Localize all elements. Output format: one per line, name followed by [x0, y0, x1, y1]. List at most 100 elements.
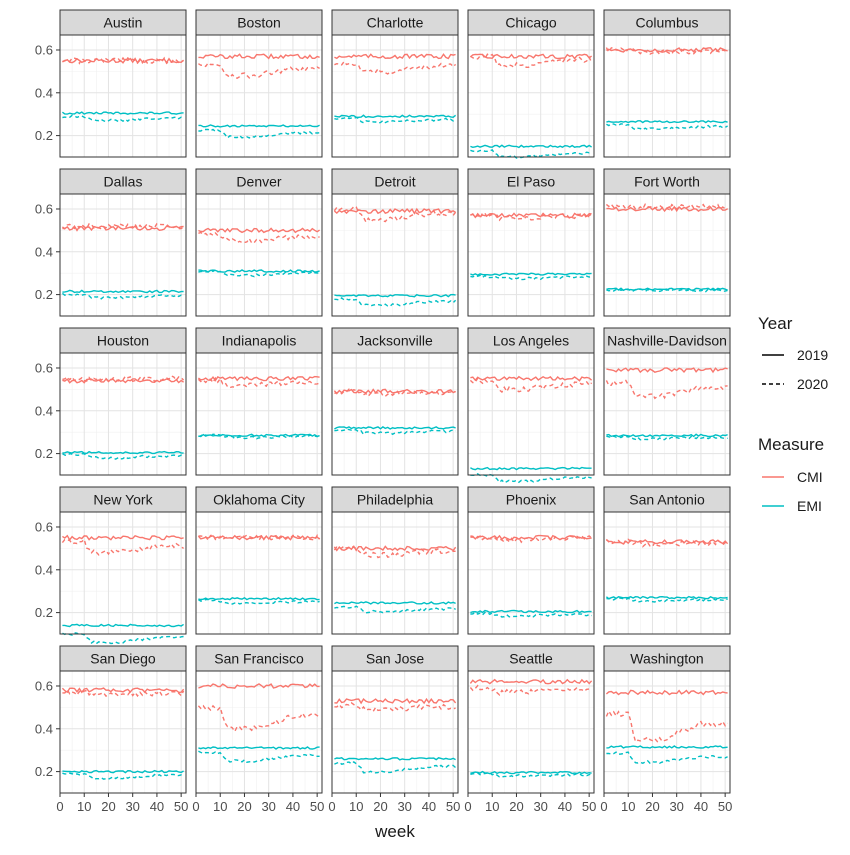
series-line-cmi-2020-indianapolis: [197, 376, 320, 389]
series-line-cmi-2019-oklahoma-city: [197, 534, 321, 541]
facet-strip-columbus: [603, 9, 731, 36]
x-tick-label: 50: [174, 799, 188, 814]
series-line-cmi-2019-nashville-davidson: [606, 367, 728, 374]
facet-label-san-diego: San Diego: [90, 651, 156, 667]
y-tick-label: 0.2: [35, 128, 53, 143]
series-line-emi-2020-nashville-davidson: [606, 435, 728, 441]
panel-border-detroit: [331, 193, 459, 317]
panel-border-oklahoma-city: [195, 511, 323, 635]
x-tick-label: 0: [192, 799, 199, 814]
x-tick-label: 10: [485, 799, 499, 814]
panel-border-seattle: [467, 670, 595, 794]
series-line-emi-2020-san-francisco: [198, 750, 320, 763]
x-tick-label: 0: [328, 799, 335, 814]
series-line-emi-2019-san-antonio: [605, 595, 728, 600]
y-tick-label: 0.6: [35, 360, 53, 375]
facet-label-san-antonio: San Antonio: [629, 492, 705, 508]
series-line-cmi-2019-new-york: [62, 534, 184, 542]
x-axis-title: week: [374, 822, 415, 841]
series-line-cmi-2019-san-jose: [334, 697, 457, 705]
panel-border-washington: [603, 670, 731, 794]
x-tick-label: 20: [509, 799, 523, 814]
series-line-emi-2019-chicago: [470, 144, 592, 149]
x-tick-label: 20: [373, 799, 387, 814]
facet-label-philadelphia: Philadelphia: [357, 492, 433, 508]
series-line-cmi-2019-boston: [198, 53, 320, 60]
x-tick-label: 0: [600, 799, 607, 814]
panel-border-phoenix: [467, 511, 595, 635]
panel-bg-phoenix: [468, 512, 594, 634]
series-line-emi-2019-indianapolis: [198, 433, 320, 438]
panel-border-san-francisco: [195, 670, 323, 794]
panel-bg-los-angeles: [468, 353, 594, 475]
series-line-emi-2020-washington: [606, 751, 728, 765]
series-line-emi-2020-oklahoma-city: [198, 598, 320, 605]
series-line-cmi-2020-columbus: [605, 46, 729, 56]
series-line-emi-2020-dallas: [61, 292, 184, 300]
panel-border-philadelphia: [331, 511, 459, 635]
facet-strip-los-angeles: [467, 327, 595, 354]
series-line-cmi-2019-indianapolis: [197, 375, 320, 382]
series-line-cmi-2020-el-paso: [470, 212, 592, 222]
x-tick-label: 10: [621, 799, 635, 814]
y-tick-label: 0.6: [35, 678, 53, 693]
series-line-cmi-2019-chicago: [469, 53, 593, 60]
panel-border-nashville-davidson: [603, 352, 731, 476]
panel-bg-new-york: [60, 512, 186, 634]
x-tick-label: 50: [718, 799, 732, 814]
panel-border-los-angeles: [467, 352, 595, 476]
series-line-cmi-2019-detroit: [333, 207, 456, 215]
facet-label-seattle: Seattle: [509, 651, 553, 667]
facet-label-oklahoma-city: Oklahoma City: [213, 492, 305, 508]
legend-label-2019: 2019: [797, 347, 828, 363]
x-tick-label: 40: [150, 799, 164, 814]
y-tick-label: 0.4: [35, 721, 53, 736]
series-line-cmi-2020-boston: [198, 62, 320, 79]
facet-label-denver: Denver: [236, 174, 281, 190]
facet-strip-dallas: [59, 168, 187, 195]
facet-label-washington: Washington: [630, 651, 703, 667]
y-tick-label: 0.2: [35, 287, 53, 302]
series-line-emi-2020-seattle: [470, 772, 592, 778]
panel-bg-san-jose: [332, 671, 458, 793]
series-line-cmi-2019-columbus: [606, 47, 728, 53]
series-line-cmi-2019-el-paso: [470, 212, 592, 219]
panel-bg-san-antonio: [604, 512, 730, 634]
x-tick-label: 30: [533, 799, 547, 814]
x-tick-label: 40: [286, 799, 300, 814]
panel-bg-el-paso: [468, 194, 594, 316]
panel-bg-fort-worth: [604, 194, 730, 316]
legend-label-2020: 2020: [797, 376, 828, 392]
panel-bg-indianapolis: [196, 353, 322, 475]
series-line-emi-2019-oklahoma-city: [198, 596, 320, 601]
y-tick-label: 0.2: [35, 605, 53, 620]
panel-border-chicago: [467, 34, 595, 158]
panel-border-san-diego: [59, 670, 187, 794]
series-line-emi-2020-denver: [198, 269, 320, 278]
facet-label-chicago: Chicago: [505, 15, 557, 31]
panel-border-boston: [195, 34, 323, 158]
series-line-emi-2020-indianapolis: [198, 433, 320, 440]
legend-title-year: Year: [758, 314, 793, 333]
y-tick-label: 0.6: [35, 201, 53, 216]
x-tick-label: 50: [446, 799, 460, 814]
panel-border-new-york: [59, 511, 187, 635]
series-line-cmi-2019-denver: [198, 227, 320, 234]
panel-bg-washington: [604, 671, 730, 793]
facet-strip-san-jose: [331, 645, 459, 672]
series-line-emi-2019-philadelphia: [334, 601, 456, 605]
x-tick-label: 20: [101, 799, 115, 814]
series-line-cmi-2019-charlotte: [334, 53, 456, 60]
panel-bg-oklahoma-city: [196, 512, 322, 634]
facet-label-el-paso: El Paso: [507, 174, 555, 190]
series-line-cmi-2019-seattle: [469, 678, 593, 685]
series-line-cmi-2020-philadelphia: [333, 545, 456, 559]
series-line-cmi-2020-phoenix: [470, 534, 593, 544]
x-tick-label: 10: [213, 799, 227, 814]
series-line-cmi-2020-new-york: [61, 538, 184, 556]
facet-label-san-francisco: San Francisco: [214, 651, 304, 667]
series-line-cmi-2020-nashville-davidson: [605, 379, 728, 400]
series-line-cmi-2020-charlotte: [334, 60, 457, 75]
